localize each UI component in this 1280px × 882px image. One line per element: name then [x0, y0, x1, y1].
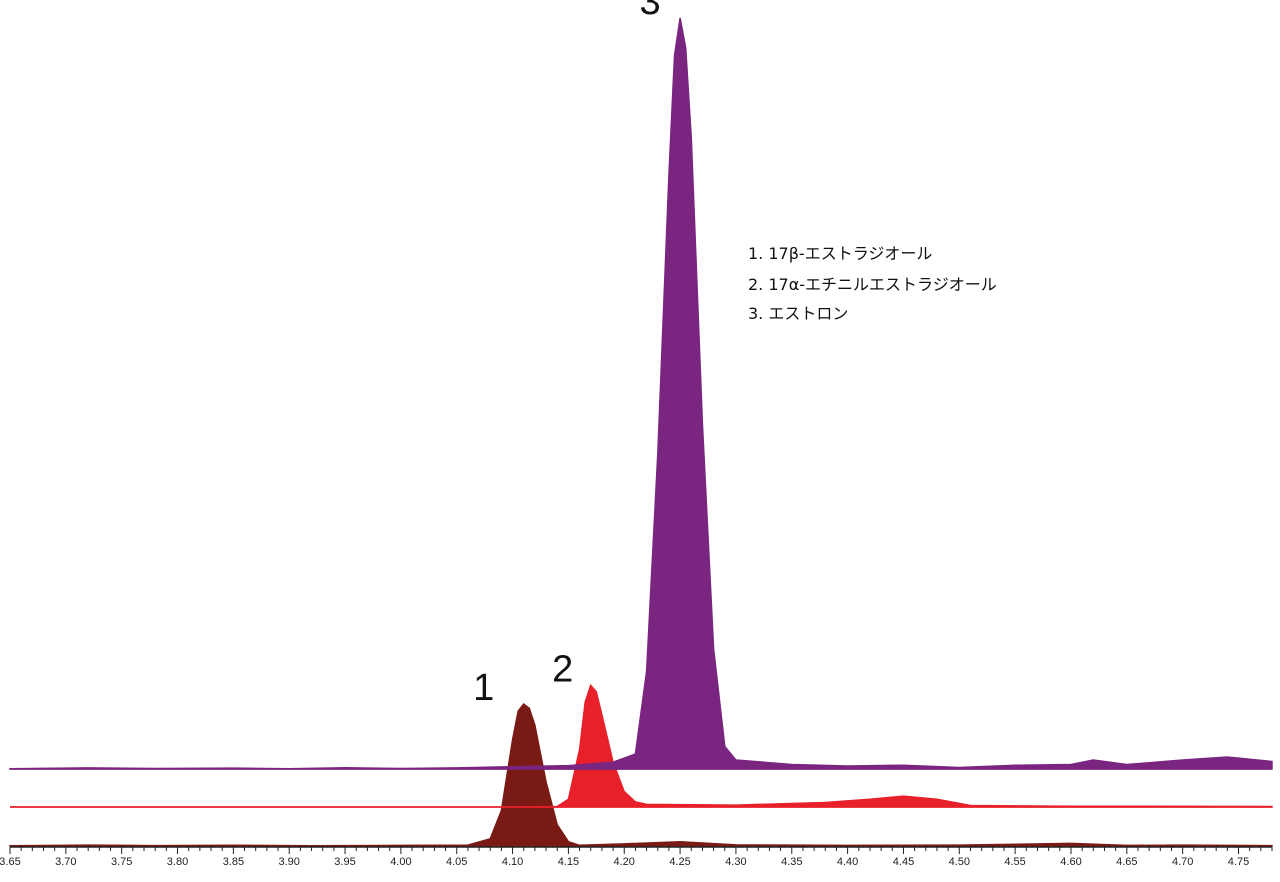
- tick-label: 3.65: [0, 856, 21, 868]
- tick-label: 4.05: [446, 856, 467, 868]
- tick-label: 4.50: [949, 856, 970, 868]
- tick-label: 4.40: [837, 856, 858, 868]
- tick-label: 4.45: [893, 856, 914, 868]
- tick-label: 4.25: [669, 856, 690, 868]
- legend-item-2: 2. 17α-エチニルエストラジオール: [748, 275, 997, 294]
- tick-label: 4.55: [1004, 856, 1025, 868]
- tick-label: 4.75: [1228, 856, 1249, 868]
- peak-label-1: 1: [473, 667, 494, 709]
- tick-label: 4.20: [613, 856, 634, 868]
- tick-label: 3.95: [334, 856, 355, 868]
- tick-label: 4.65: [1116, 856, 1137, 868]
- legend-item-3: 3. エストロン: [748, 304, 848, 323]
- tick-label: 3.70: [55, 856, 76, 868]
- tick-label: 3.75: [111, 856, 132, 868]
- tick-label: 4.70: [1172, 856, 1193, 868]
- tick-label: 4.35: [781, 856, 802, 868]
- tick-label: 4.00: [390, 856, 411, 868]
- legend: 1. 17β-エストラジオール 2. 17α-エチニルエストラジオール 3. エ…: [748, 244, 997, 323]
- tick-label: 4.30: [725, 856, 746, 868]
- peak-labels: 1 2 3: [473, 0, 661, 709]
- legend-item-1: 1. 17β-エストラジオール: [748, 244, 932, 263]
- tick-label: 4.10: [502, 856, 523, 868]
- tick-label: 3.80: [167, 856, 188, 868]
- peak-label-2: 2: [552, 648, 573, 690]
- x-axis-ticks: 3.65 3.70 3.75 3.80 3.85 3.90 3.95 4.00 4.05 4.10…: [0, 847, 1273, 868]
- tick-label: 4.15: [558, 856, 579, 868]
- peak-label-3: 3: [640, 0, 661, 23]
- trace-area-3: [9, 17, 1273, 770]
- tick-label: 4.60: [1060, 856, 1081, 868]
- traces: [9, 17, 1273, 847]
- tick-label: 3.90: [278, 856, 299, 868]
- tick-label: 3.85: [223, 856, 244, 868]
